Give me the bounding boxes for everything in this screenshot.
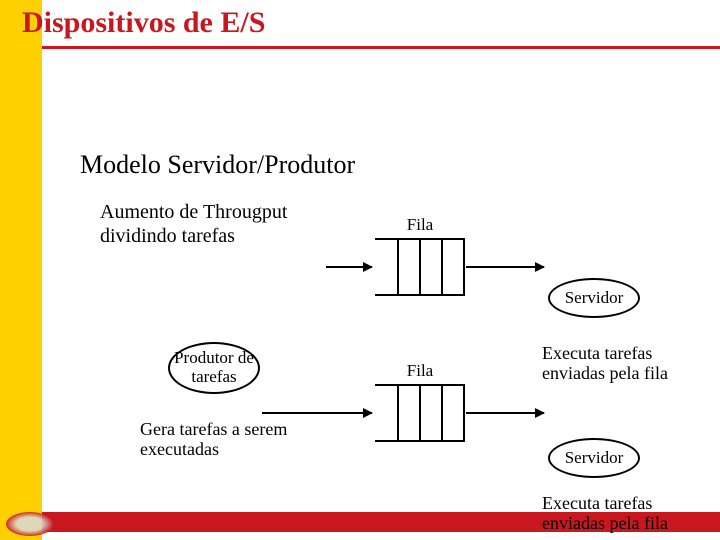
- description-text: Aumento de Througput dividindo tarefas: [100, 200, 287, 248]
- queue-label-1: Fila: [395, 216, 445, 235]
- side-accent-bar: [0, 0, 42, 540]
- queue-2: [375, 384, 465, 442]
- header-divider: [42, 46, 720, 49]
- server-caption-1: Executa tarefas enviadas pela fila: [542, 344, 702, 384]
- slide-logo: [6, 512, 54, 536]
- desc-line2: dividindo tarefas: [100, 225, 235, 247]
- producer-node: Produtor de tarefas: [168, 342, 260, 394]
- server-node-1: Servidor: [548, 278, 640, 318]
- producer-caption: Gera tarefas a serem executadas: [140, 420, 315, 460]
- page-subtitle: Modelo Servidor/Produtor: [80, 150, 355, 180]
- arrow-desc-to-queue1: [326, 266, 372, 268]
- server-node-2: Servidor: [548, 438, 640, 478]
- queue-1: [375, 238, 465, 296]
- queue-label-2: Fila: [395, 362, 445, 381]
- producer-label: Produtor de tarefas: [170, 349, 258, 386]
- arrow-queue2-to-server2: [466, 412, 544, 414]
- arrow-producer-to-queue2: [262, 412, 372, 414]
- desc-line1: Aumento de Througput: [100, 201, 287, 223]
- page-title: Dispositivos de E/S: [22, 6, 265, 40]
- server-label-1: Servidor: [565, 289, 624, 308]
- server-caption-2: Executa tarefas enviadas pela fila: [542, 494, 702, 534]
- arrow-queue1-to-server1: [466, 266, 544, 268]
- server-label-2: Servidor: [565, 449, 624, 468]
